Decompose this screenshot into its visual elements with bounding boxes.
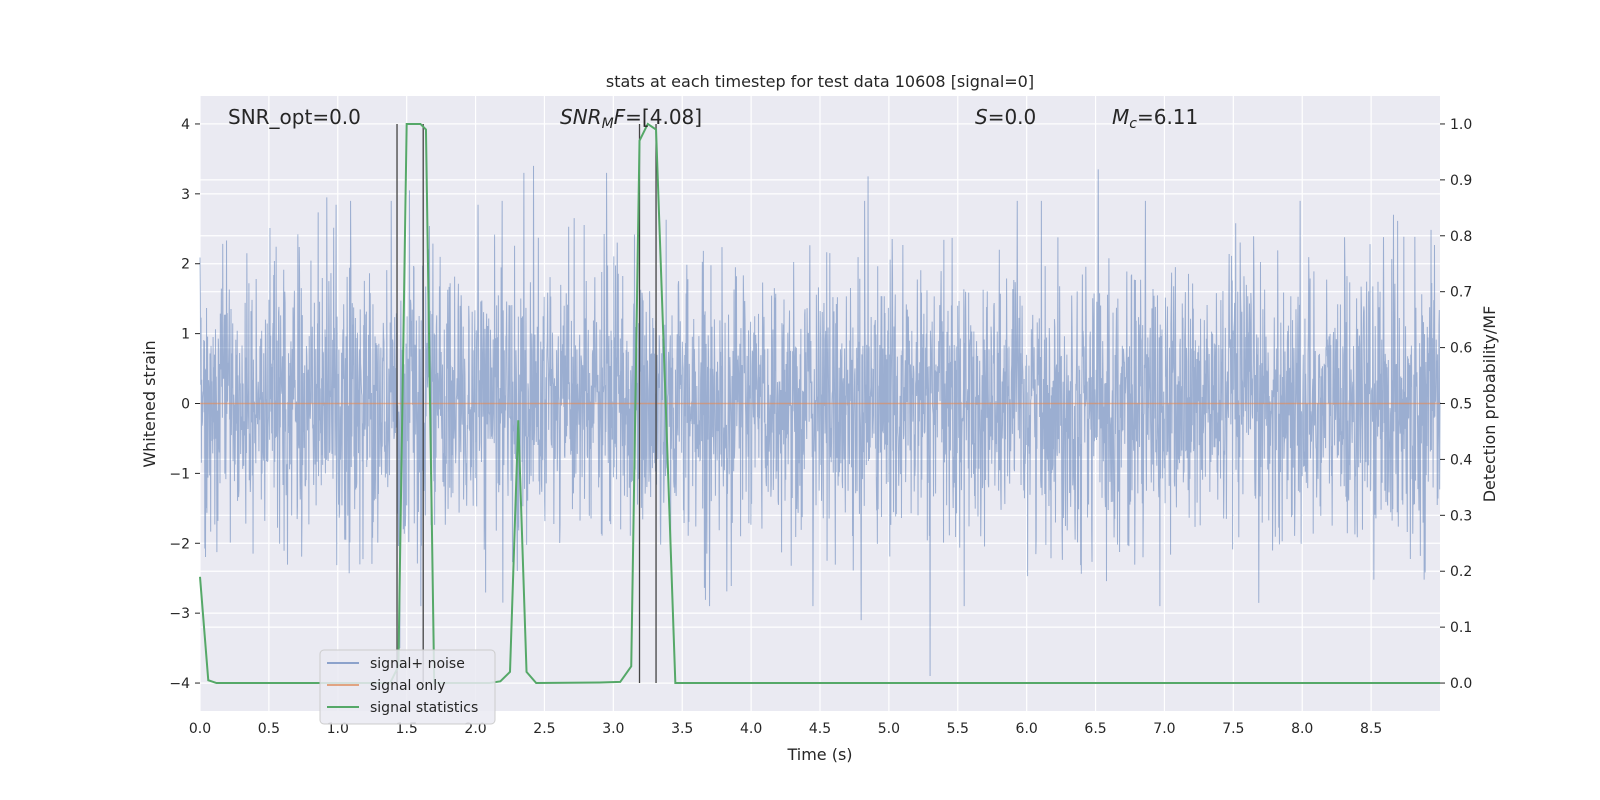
x-tick-label: 6.0 <box>1016 721 1038 737</box>
x-tick-label: 0.5 <box>258 721 280 737</box>
x-tick-label: 1.5 <box>396 721 418 737</box>
x-tick-label: 7.5 <box>1222 721 1244 737</box>
x-tick-label: 1.0 <box>327 721 349 737</box>
y-tick-label-right: 0.1 <box>1450 620 1472 636</box>
x-tick-label: 8.5 <box>1360 721 1382 737</box>
chart-title: stats at each timestep for test data 106… <box>606 72 1034 91</box>
right-y-axis-label: Detection probability/MF <box>1480 306 1499 503</box>
y-tick-label-left: −3 <box>169 606 190 622</box>
y-tick-label-left: −4 <box>169 676 190 692</box>
x-tick-label: 2.5 <box>533 721 555 737</box>
y-tick-label-left: 3 <box>181 187 190 203</box>
x-tick-label: 6.5 <box>1084 721 1106 737</box>
y-tick-label-right: 0.3 <box>1450 508 1472 524</box>
x-tick-label: 8.0 <box>1291 721 1313 737</box>
y-tick-label-right: 0.2 <box>1450 564 1472 580</box>
legend-box <box>319 649 496 725</box>
y-tick-label-right: 0.7 <box>1450 285 1472 301</box>
vertical-markers <box>396 123 657 684</box>
x-tick-label: 2.0 <box>464 721 486 737</box>
x-tick-label: 3.5 <box>671 721 693 737</box>
y-tick-label-right: 0.9 <box>1450 173 1472 189</box>
y-tick-label-left: 2 <box>181 257 190 273</box>
legend: signal+ noise signal only signal statist… <box>319 649 496 725</box>
x-tick-label: 4.5 <box>809 721 831 737</box>
annotations: SNR_opt=0.0 SNRMF=[4.08] S=0.0 Mc=6.11 <box>228 105 1198 132</box>
legend-label-signal-noise: signal+ noise <box>370 656 465 672</box>
x-tick-label: 0.0 <box>189 721 211 737</box>
y-tick-label-right: 1.0 <box>1450 117 1472 133</box>
signal-noise-series <box>199 165 1441 677</box>
y-tick-label-right: 0.8 <box>1450 229 1472 245</box>
x-tick-label: 4.0 <box>740 721 762 737</box>
y-tick-label-left: 1 <box>181 327 190 343</box>
x-tick-label: 3.0 <box>602 721 624 737</box>
y-tick-label-right: 0.5 <box>1450 397 1472 413</box>
y-tick-label-right: 0.4 <box>1450 452 1472 468</box>
annotation-s: S=0.0 <box>975 105 1036 129</box>
legend-label-signal-only: signal only <box>370 678 445 694</box>
y-tick-label-left: −1 <box>169 466 190 482</box>
y-tick-label-left: 0 <box>181 397 190 413</box>
y-tick-label-left: −2 <box>169 536 190 552</box>
y-tick-label-left: 4 <box>181 117 190 133</box>
x-axis-label: Time (s) <box>786 745 852 764</box>
x-tick-label: 7.0 <box>1153 721 1175 737</box>
x-axis-ticks: 0.0 0.5 1.0 1.5 2.0 2.5 3.0 3.5 4.0 4.5 5.0 5.5 6.0 6… <box>189 721 1382 737</box>
x-tick-label: 5.5 <box>947 721 969 737</box>
annotation-snr-mf: SNRMF=[4.08] <box>560 105 702 132</box>
y-tick-label-right: 0.6 <box>1450 341 1472 357</box>
left-y-axis-ticks: 4 3 2 1 0 −1 −2 −3 −4 <box>169 117 200 692</box>
right-y-axis-ticks: 1.0 0.9 0.8 0.7 0.6 0.5 0.4 0.3 0.2 0.1 0.0 <box>1440 117 1472 692</box>
annotation-mc: Mc=6.11 <box>1112 105 1198 132</box>
y-tick-label-right: 0.0 <box>1450 676 1472 692</box>
left-y-axis-label: Whitened strain <box>140 340 159 467</box>
signal-noise-line <box>199 165 1441 677</box>
legend-label-signal-statistics: signal statistics <box>370 700 478 716</box>
x-tick-label: 5.0 <box>878 721 900 737</box>
annotation-snr-opt: SNR_opt=0.0 <box>228 105 361 129</box>
